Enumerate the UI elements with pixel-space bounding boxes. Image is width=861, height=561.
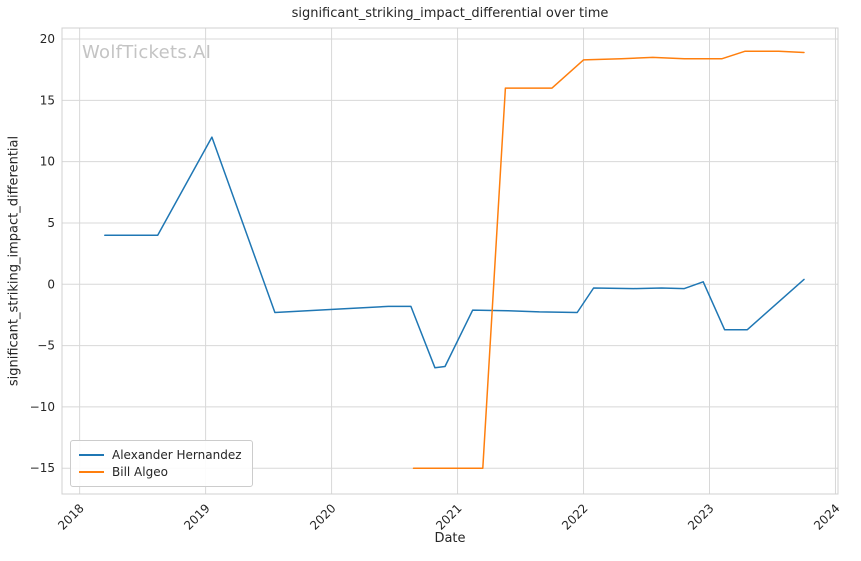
y-tick-label: 5 [47, 216, 55, 230]
y-tick-label: 20 [40, 32, 55, 46]
legend: Alexander Hernandez Bill Algeo [70, 440, 253, 487]
y-tick-label: 10 [40, 155, 55, 169]
x-tick-label: 2024 [811, 501, 842, 532]
y-tick-label: −15 [30, 461, 55, 475]
x-axis-label: Date [434, 531, 466, 546]
x-tick-label: 2019 [181, 501, 212, 532]
y-tick-label: −10 [30, 400, 55, 414]
x-tick-label: 2022 [559, 501, 590, 532]
legend-line-swatch-series-0 [79, 453, 104, 456]
x-tick-label: 2021 [433, 501, 464, 532]
x-tick-label: 2020 [307, 501, 338, 532]
y-tick-label: 0 [47, 277, 55, 291]
y-tick-label: 15 [40, 93, 55, 107]
legend-label-series-1: Bill Algeo [112, 464, 168, 479]
y-tick-label: −5 [37, 339, 55, 353]
x-tick-label: 2018 [55, 501, 86, 532]
legend-item: Bill Algeo [79, 463, 242, 480]
legend-line-swatch-series-1 [79, 470, 104, 473]
plot-border [61, 27, 839, 495]
series-line-0 [104, 136, 805, 369]
watermark: WolfTickets.AI [82, 42, 212, 63]
legend-item: Alexander Hernandez [79, 446, 242, 463]
x-tick-label: 2023 [685, 501, 716, 532]
y-axis-label: significant_striking_impact_differential [6, 135, 22, 387]
chart-title: significant_striking_impact_differential… [291, 6, 609, 21]
legend-label-series-0: Alexander Hernandez [112, 447, 242, 462]
series-line-1 [412, 50, 805, 469]
